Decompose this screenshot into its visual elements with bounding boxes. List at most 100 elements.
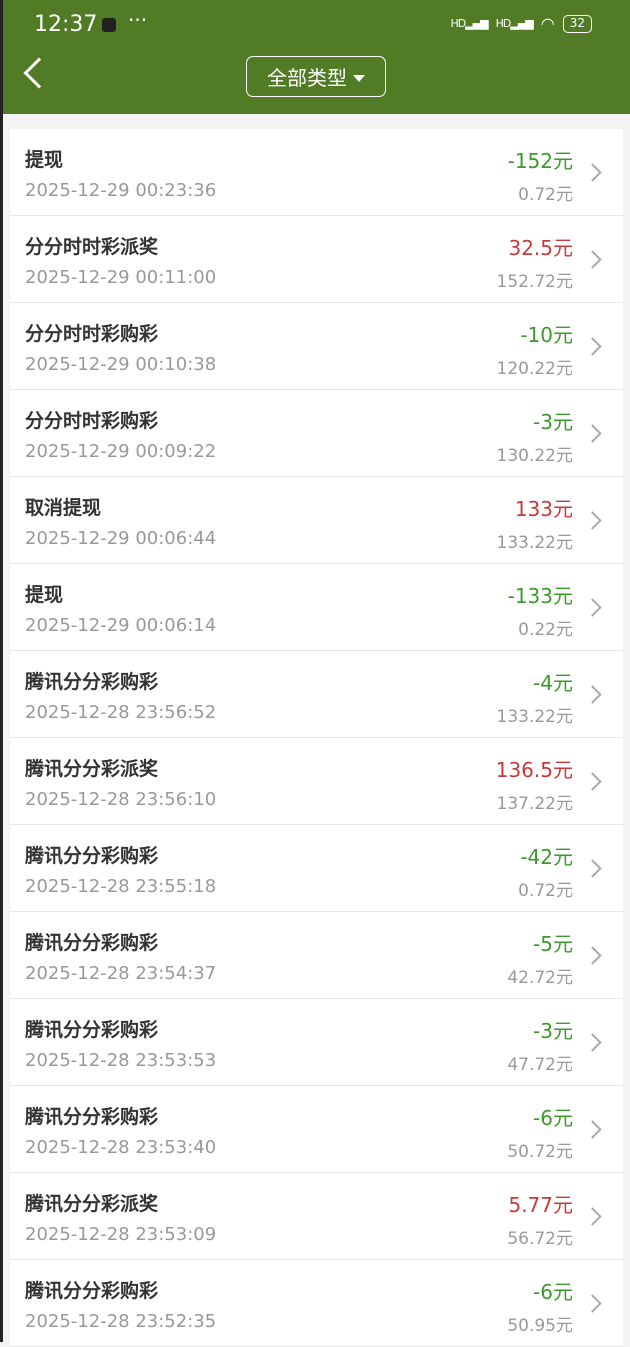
chevron-right-icon — [583, 424, 602, 443]
chevron-right-icon — [583, 685, 602, 704]
transaction-amount: 133元 — [514, 497, 573, 521]
chevron-right-icon — [583, 772, 602, 791]
signal-icon: HD▂▄▆ — [495, 17, 534, 30]
chevron-right-icon — [583, 859, 602, 878]
type-filter-dropdown[interactable]: 全部类型 — [246, 56, 386, 97]
chevron-right-icon — [583, 337, 602, 356]
transaction-amount: -133元 — [507, 584, 573, 608]
transaction-type: 腾讯分分彩购彩 — [25, 1106, 159, 1128]
balance-after: 130.22元 — [496, 446, 573, 466]
transaction-row[interactable]: 提现 2025-12-29 00:23:36 -152元 0.72元 — [10, 129, 623, 216]
transaction-row[interactable]: 腾讯分分彩购彩 2025-12-28 23:52:35 -6元 50.95元 — [10, 1260, 623, 1347]
transaction-date: 2025-12-29 00:10:38 — [25, 354, 217, 375]
transaction-amount: 5.77元 — [508, 1193, 573, 1217]
transaction-row[interactable]: 腾讯分分彩购彩 2025-12-28 23:53:53 -3元 47.72元 — [10, 999, 623, 1086]
notification-icon — [102, 18, 116, 32]
balance-after: 50.95元 — [507, 1316, 573, 1336]
transaction-row[interactable]: 腾讯分分彩购彩 2025-12-28 23:55:18 -42元 0.72元 — [10, 825, 623, 912]
transaction-date: 2025-12-28 23:53:40 — [25, 1137, 217, 1158]
transaction-date: 2025-12-28 23:52:35 — [25, 1311, 217, 1332]
chevron-right-icon — [583, 250, 602, 269]
transaction-row[interactable]: 提现 2025-12-29 00:06:14 -133元 0.22元 — [10, 564, 623, 651]
transaction-type: 腾讯分分彩购彩 — [25, 845, 159, 867]
transaction-date: 2025-12-28 23:56:10 — [25, 789, 217, 810]
balance-after: 0.72元 — [518, 881, 573, 901]
status-icons: HD▂▄▆ HD▂▄▆ ◠ 32 — [450, 14, 592, 33]
balance-after: 137.22元 — [496, 794, 573, 814]
balance-after: 56.72元 — [507, 1229, 573, 1249]
transaction-type: 分分时时彩购彩 — [25, 410, 159, 432]
balance-after: 133.22元 — [496, 707, 573, 727]
balance-after: 152.72元 — [496, 272, 573, 292]
transaction-amount: 32.5元 — [508, 236, 573, 260]
wifi-icon: ◠ — [540, 14, 555, 33]
transaction-date: 2025-12-28 23:53:09 — [25, 1224, 217, 1245]
transaction-amount: -5元 — [533, 932, 573, 956]
transaction-type: 腾讯分分彩派奖 — [25, 1193, 159, 1215]
transaction-type: 腾讯分分彩购彩 — [25, 1019, 159, 1041]
transaction-date: 2025-12-29 00:06:44 — [25, 528, 217, 549]
transaction-type: 腾讯分分彩购彩 — [25, 671, 159, 693]
transaction-row[interactable]: 腾讯分分彩购彩 2025-12-28 23:54:37 -5元 42.72元 — [10, 912, 623, 999]
balance-after: 0.22元 — [518, 620, 573, 640]
chevron-right-icon — [583, 1207, 602, 1226]
transaction-amount: -152元 — [507, 149, 573, 173]
transaction-date: 2025-12-29 00:11:00 — [25, 267, 217, 288]
transaction-date: 2025-12-29 00:09:22 — [25, 441, 217, 462]
transaction-type: 分分时时彩派奖 — [25, 236, 159, 258]
screen-edge — [0, 0, 3, 1342]
signal-icon: HD▂▄▆ — [450, 17, 488, 30]
transaction-row[interactable]: 腾讯分分彩购彩 2025-12-28 23:56:52 -4元 133.22元 — [10, 651, 623, 738]
transaction-date: 2025-12-28 23:53:53 — [25, 1050, 217, 1071]
transaction-row[interactable]: 取消提现 2025-12-29 00:06:44 133元 133.22元 — [10, 477, 623, 564]
transaction-amount: -6元 — [533, 1280, 573, 1304]
more-notifications-icon: ··· — [128, 8, 148, 32]
transaction-type: 分分时时彩购彩 — [25, 323, 159, 345]
transaction-type: 提现 — [25, 584, 64, 606]
chevron-right-icon — [583, 1033, 602, 1052]
transaction-date: 2025-12-29 00:06:14 — [25, 615, 217, 636]
chevron-right-icon — [583, 1294, 602, 1313]
chevron-right-icon — [583, 511, 602, 530]
app-header: 12:37 ··· HD▂▄▆ HD▂▄▆ ◠ 32 全部类型 — [0, 0, 630, 114]
transaction-amount: -42元 — [520, 845, 573, 869]
chevron-right-icon — [583, 1120, 602, 1139]
transaction-type: 腾讯分分彩派奖 — [25, 758, 159, 780]
transaction-amount: -4元 — [533, 671, 573, 695]
chevron-right-icon — [583, 946, 602, 965]
transaction-type: 取消提现 — [25, 497, 102, 519]
transaction-type: 腾讯分分彩购彩 — [25, 1280, 159, 1302]
transaction-type: 腾讯分分彩购彩 — [25, 932, 159, 954]
signal-label: HD — [495, 17, 512, 30]
transaction-date: 2025-12-28 23:56:52 — [25, 702, 217, 723]
transaction-row[interactable]: 腾讯分分彩购彩 2025-12-28 23:53:40 -6元 50.72元 — [10, 1086, 623, 1173]
balance-after: 50.72元 — [507, 1142, 573, 1162]
transaction-date: 2025-12-29 00:23:36 — [25, 180, 217, 201]
transaction-amount: -3元 — [533, 1019, 573, 1043]
transaction-date: 2025-12-28 23:54:37 — [25, 963, 217, 984]
transaction-row[interactable]: 分分时时彩购彩 2025-12-29 00:09:22 -3元 130.22元 — [10, 390, 623, 477]
balance-after: 42.72元 — [507, 968, 573, 988]
balance-after: 47.72元 — [507, 1055, 573, 1075]
transaction-list: 提现 2025-12-29 00:23:36 -152元 0.72元 分分时时彩… — [10, 129, 623, 1347]
transaction-amount: -10元 — [520, 323, 573, 347]
transaction-type: 提现 — [25, 149, 64, 171]
filter-label: 全部类型 — [267, 66, 347, 90]
transaction-row[interactable]: 腾讯分分彩派奖 2025-12-28 23:56:10 136.5元 137.2… — [10, 738, 623, 825]
balance-after: 120.22元 — [496, 359, 573, 379]
caret-down-icon — [353, 74, 365, 82]
transaction-row[interactable]: 分分时时彩购彩 2025-12-29 00:10:38 -10元 120.22元 — [10, 303, 623, 390]
balance-after: 133.22元 — [496, 533, 573, 553]
transaction-row[interactable]: 腾讯分分彩派奖 2025-12-28 23:53:09 5.77元 56.72元 — [10, 1173, 623, 1260]
transaction-amount: -6元 — [533, 1106, 573, 1130]
chevron-right-icon — [583, 598, 602, 617]
battery-icon: 32 — [562, 14, 592, 33]
status-time: 12:37 — [34, 12, 98, 37]
transaction-date: 2025-12-28 23:55:18 — [25, 876, 217, 897]
transaction-amount: 136.5元 — [495, 758, 573, 782]
signal-label: HD — [450, 17, 466, 30]
back-button[interactable] — [23, 57, 55, 89]
balance-after: 0.72元 — [518, 185, 573, 205]
transaction-row[interactable]: 分分时时彩派奖 2025-12-29 00:11:00 32.5元 152.72… — [10, 216, 623, 303]
transaction-amount: -3元 — [533, 410, 573, 434]
